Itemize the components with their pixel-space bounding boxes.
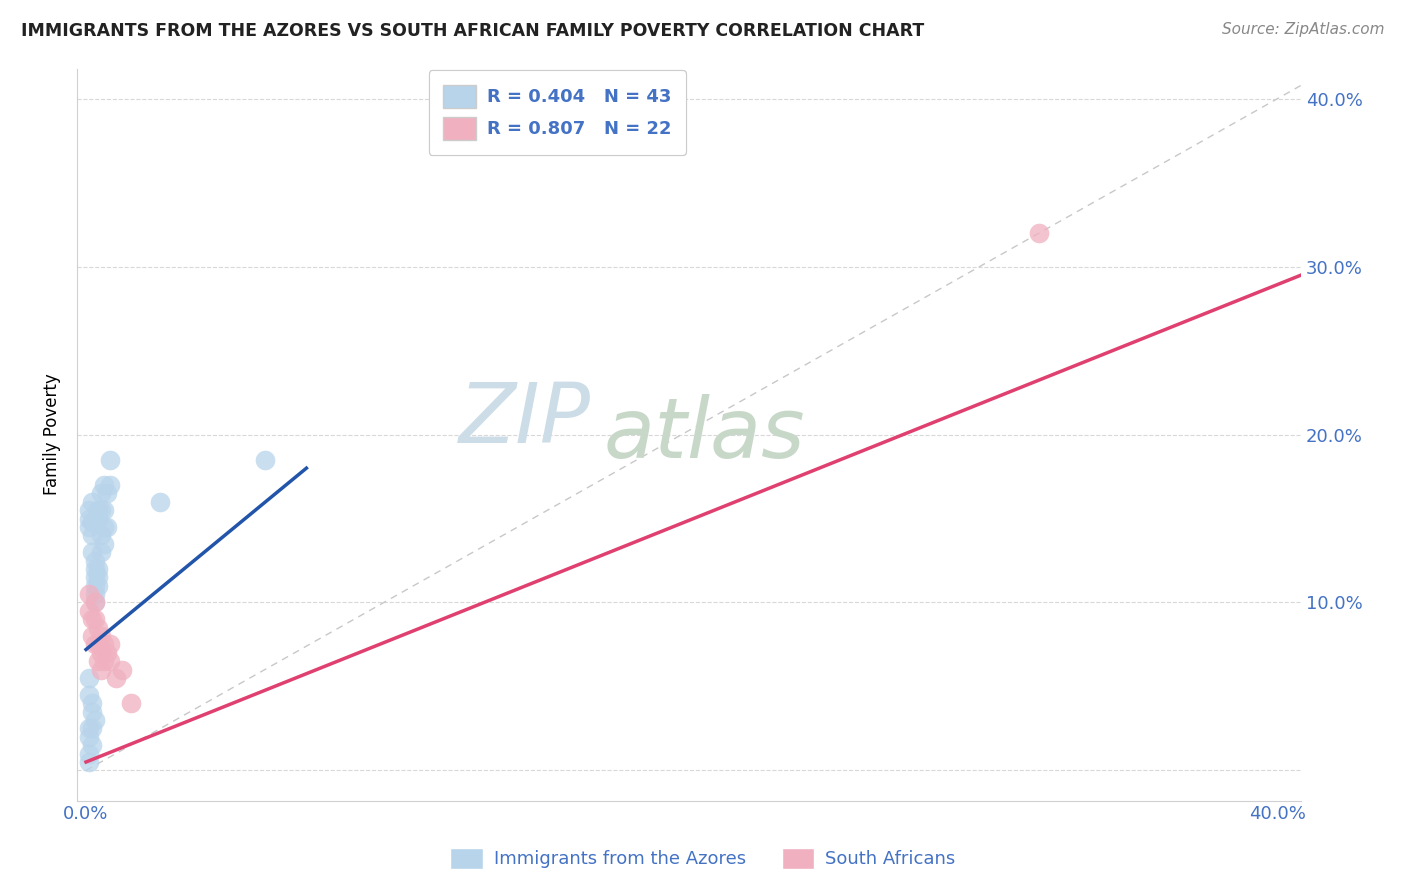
Point [80,629,103,643]
Legend: Immigrants from the Azores, South Africans: Immigrants from the Azores, South Africa… [443,840,963,876]
Point [80,696,103,710]
Point [253,452,276,467]
Point [98,478,121,492]
Point [87,503,110,517]
Point [90,646,112,660]
Point [77,671,100,685]
Point [84,579,107,593]
Point [77,755,100,769]
Point [93,637,115,651]
Point [84,570,107,584]
Point [80,705,103,719]
Point [80,494,103,508]
Point [98,637,121,651]
Point [87,621,110,635]
Point [84,595,107,609]
Point [98,452,121,467]
Point [93,654,115,668]
Point [90,503,112,517]
Point [120,696,142,710]
Legend: R = 0.404   N = 43, R = 0.807   N = 22: R = 0.404 N = 43, R = 0.807 N = 22 [429,70,686,154]
Text: atlas: atlas [603,394,806,475]
Point [84,587,107,601]
Point [96,520,118,534]
Point [104,671,127,685]
Point [93,537,115,551]
Point [84,562,107,576]
Point [111,663,134,677]
Point [77,604,100,618]
Point [84,713,107,727]
Point [77,520,100,534]
Point [77,587,100,601]
Point [80,738,103,752]
Point [80,722,103,736]
Point [90,629,112,643]
Point [84,595,107,609]
Text: ZIP: ZIP [460,379,591,460]
Point [87,570,110,584]
Point [90,545,112,559]
Point [77,511,100,525]
Point [84,637,107,651]
Point [1028,226,1050,240]
Point [87,579,110,593]
Point [80,515,103,529]
Text: Source: ZipAtlas.com: Source: ZipAtlas.com [1222,22,1385,37]
Point [80,528,103,542]
Point [93,478,115,492]
Point [77,503,100,517]
Point [96,646,118,660]
Point [80,545,103,559]
Point [80,612,103,626]
Point [84,612,107,626]
Point [87,511,110,525]
Point [93,503,115,517]
Point [77,747,100,761]
Point [93,520,115,534]
Point [98,654,121,668]
Point [90,528,112,542]
Text: IMMIGRANTS FROM THE AZORES VS SOUTH AFRICAN FAMILY POVERTY CORRELATION CHART: IMMIGRANTS FROM THE AZORES VS SOUTH AFRI… [21,22,924,40]
Point [77,722,100,736]
Point [87,654,110,668]
Point [90,663,112,677]
Point [84,553,107,567]
Point [90,486,112,500]
Point [87,637,110,651]
Y-axis label: Family Poverty: Family Poverty [44,374,60,495]
Point [96,486,118,500]
Point [77,688,100,702]
Point [149,494,172,508]
Point [77,730,100,744]
Point [87,562,110,576]
